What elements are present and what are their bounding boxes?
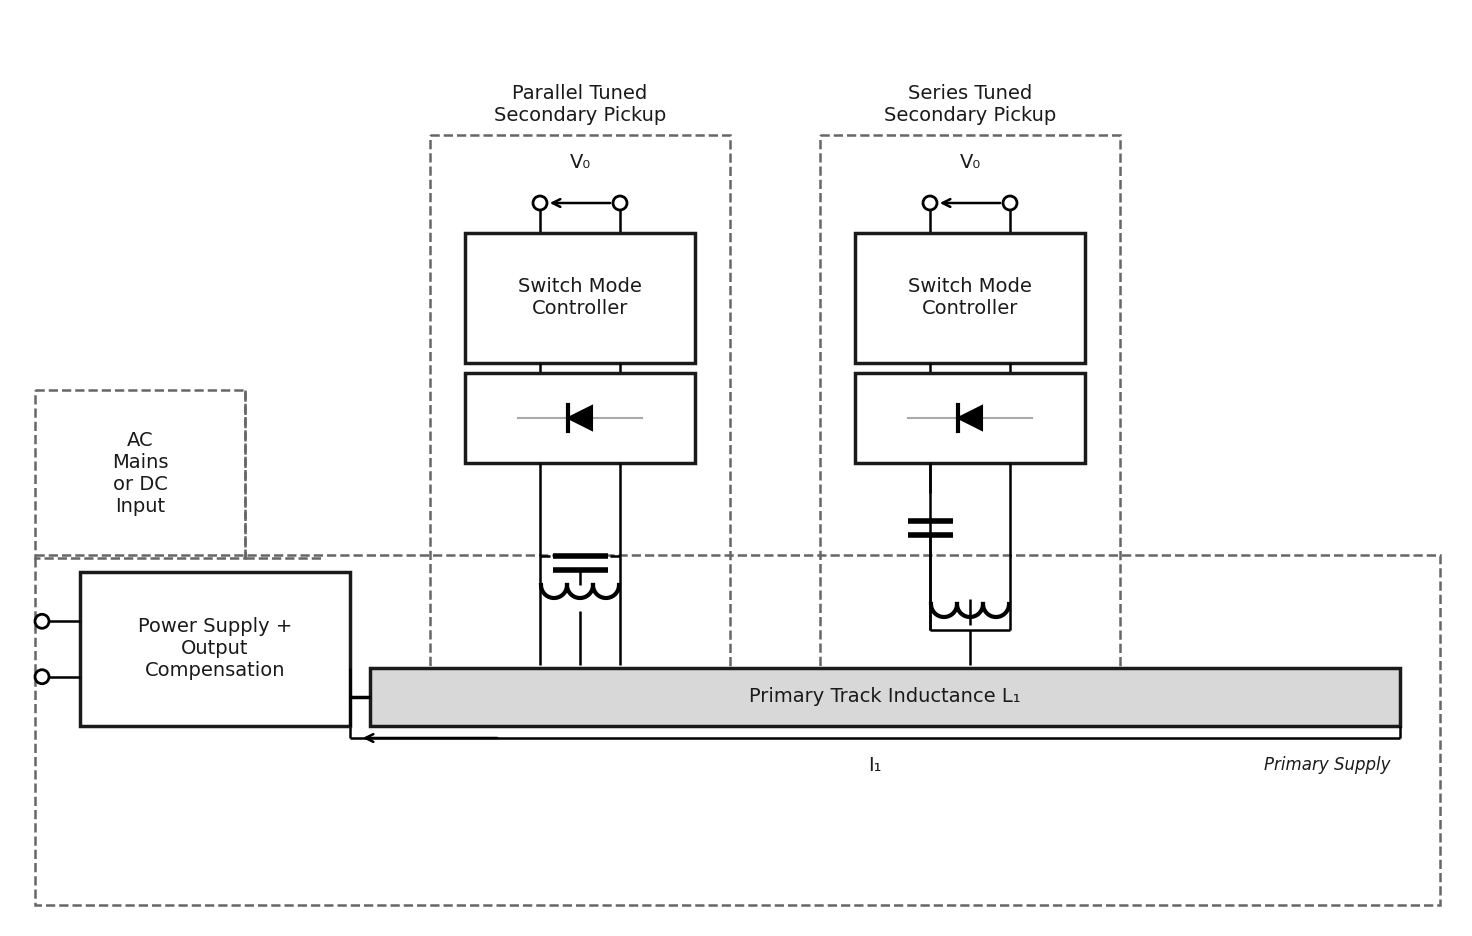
Circle shape xyxy=(1002,196,1017,210)
Circle shape xyxy=(35,670,49,683)
Text: Series Tuned
Secondary Pickup: Series Tuned Secondary Pickup xyxy=(883,84,1055,125)
Text: Primary Supply: Primary Supply xyxy=(1263,756,1390,774)
Bar xyxy=(820,135,1120,670)
Circle shape xyxy=(35,614,49,628)
Bar xyxy=(35,555,1440,905)
Text: I₁: I₁ xyxy=(868,756,882,775)
Text: Parallel Tuned
Secondary Pickup: Parallel Tuned Secondary Pickup xyxy=(495,84,667,125)
Bar xyxy=(855,373,1085,463)
Text: Switch Mode
Controller: Switch Mode Controller xyxy=(908,277,1032,318)
Polygon shape xyxy=(568,406,592,430)
Bar xyxy=(855,233,1085,363)
Bar xyxy=(79,572,350,726)
Bar xyxy=(35,390,244,558)
Circle shape xyxy=(612,196,627,210)
Circle shape xyxy=(533,196,548,210)
Bar xyxy=(465,233,695,363)
Text: Switch Mode
Controller: Switch Mode Controller xyxy=(518,277,642,318)
Bar xyxy=(369,668,1400,726)
Text: AC
Mains
or DC
Input: AC Mains or DC Input xyxy=(112,431,168,517)
Bar xyxy=(430,135,730,670)
Text: V₀: V₀ xyxy=(570,154,590,172)
Text: Primary Track Inductance L₁: Primary Track Inductance L₁ xyxy=(749,688,1020,707)
Text: V₀: V₀ xyxy=(960,154,980,172)
Polygon shape xyxy=(958,406,982,430)
Text: Power Supply +
Output
Compensation: Power Supply + Output Compensation xyxy=(138,618,291,680)
Circle shape xyxy=(923,196,938,210)
Bar xyxy=(465,373,695,463)
